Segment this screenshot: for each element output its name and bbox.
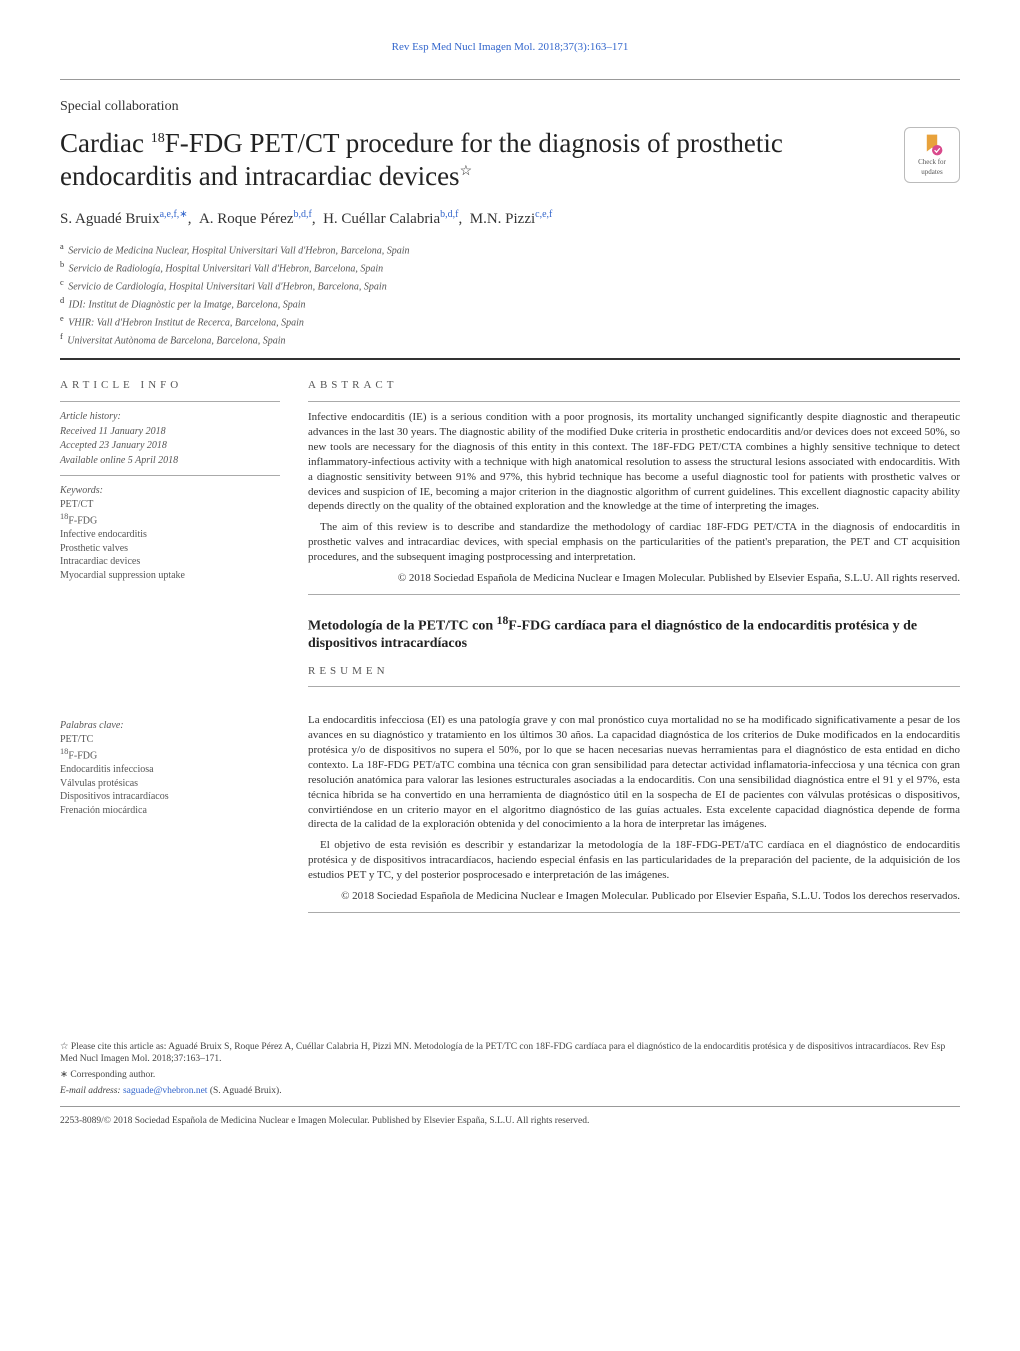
keywords-en: Keywords: PET/CT18F-FDGInfective endocar… (60, 484, 280, 582)
keyword: Myocardial suppression uptake (60, 569, 280, 583)
resumen-heading: resumen (308, 664, 960, 679)
keyword: Prosthetic valves (60, 542, 280, 556)
badge-line2: updates (921, 168, 942, 177)
email-label: E-mail address: (60, 1086, 121, 1096)
affiliation: d IDI: Institut de Diagnòstic per la Ima… (60, 295, 888, 312)
keyword: Dispositivos intracardíacos (60, 790, 280, 804)
abstract-en-p2: The aim of this review is to describe an… (308, 520, 960, 565)
affiliation: e VHIR: Vall d'Hebron Institut de Recerc… (60, 313, 888, 330)
section-rule-1 (60, 358, 960, 360)
info-abstract-row: article info Article history: Received 1… (60, 378, 960, 695)
resumen-body-col: La endocarditis infecciosa (EI) es una p… (308, 713, 960, 920)
resumen-rule-2 (308, 912, 960, 913)
resumen-rule (308, 686, 960, 687)
article-title: Cardiac 18F-FDG PET/CT procedure for the… (60, 127, 888, 195)
resumen-row: Palabras clave: PET/TC18F-FDGEndocarditi… (60, 713, 960, 920)
abstract-rule-2 (308, 594, 960, 595)
affiliation-sup: a (60, 242, 64, 251)
keyword: PET/CT (60, 498, 280, 512)
journal-reference: Rev Esp Med Nucl Imagen Mol. 2018;37(3):… (60, 40, 960, 55)
footnotes: ☆ Please cite this article as: Aguadé Br… (60, 1041, 960, 1128)
title-note-sup: ☆ (460, 164, 473, 179)
history-online: Available online 5 April 2018 (60, 454, 280, 468)
keywords-es-label: Palabras clave: (60, 719, 280, 733)
author: A. Roque Pérezb,d,f (199, 211, 312, 227)
keyword: PET/TC (60, 733, 280, 747)
abstract-en-copyright: © 2018 Sociedad Española de Medicina Nuc… (308, 571, 960, 586)
info-rule (60, 401, 280, 402)
keyword: Infective endocarditis (60, 528, 280, 542)
bookmark-check-icon (919, 132, 945, 158)
palabras-col: Palabras clave: PET/TC18F-FDGEndocarditi… (60, 713, 280, 920)
abstract-es-body: La endocarditis infecciosa (EI) es una p… (308, 713, 960, 903)
affiliation: f Universitat Autònoma de Barcelona, Bar… (60, 331, 888, 348)
header-row: Cardiac 18F-FDG PET/CT procedure for the… (60, 127, 960, 349)
affiliations-list: a Servicio de Medicina Nuclear, Hospital… (60, 241, 888, 347)
affiliation: c Servicio de Cardiología, Hospital Univ… (60, 277, 888, 294)
abstract-es-p1: La endocarditis infecciosa (EI) es una p… (308, 713, 960, 832)
authors-list: S. Aguadé Bruixa,e,f,∗, A. Roque Pérezb,… (60, 208, 888, 229)
article-info-heading: article info (60, 378, 280, 393)
affiliation-sup: c (60, 278, 64, 287)
footnote-corresp: ∗ Corresponding author. (60, 1069, 960, 1082)
history-label: Article history: (60, 410, 280, 424)
info-rule-2 (60, 475, 280, 476)
affiliation-sup: e (60, 314, 64, 323)
abstract-rule (308, 401, 960, 402)
keywords-es: Palabras clave: PET/TC18F-FDGEndocarditi… (60, 719, 280, 817)
abstract-es-p2: El objetivo de esta revisión es describi… (308, 838, 960, 883)
affiliation: b Servicio de Radiología, Hospital Unive… (60, 259, 888, 276)
email-link[interactable]: saguade@vhebron.net (123, 1086, 207, 1096)
keyword: 18F-FDG (60, 746, 280, 763)
title-es: Metodología de la PET/TC con 18F-FDG car… (308, 613, 960, 654)
author: M.N. Pizzic,e,f (470, 211, 553, 227)
abstract-en-body: Infective endocarditis (IE) is a serious… (308, 410, 960, 585)
email-name: (S. Aguadé Bruix). (210, 1086, 282, 1096)
abstract-en-p1: Infective endocarditis (IE) is a serious… (308, 410, 960, 514)
history-received: Received 11 January 2018 (60, 425, 280, 439)
keyword: Intracardiac devices (60, 555, 280, 569)
keyword: Endocarditis infecciosa (60, 763, 280, 777)
affiliation: a Servicio de Medicina Nuclear, Hospital… (60, 241, 888, 258)
top-rule (60, 79, 960, 80)
affiliation-sup: d (60, 296, 64, 305)
keyword: Válvulas protésicas (60, 777, 280, 791)
keyword: 18F-FDG (60, 511, 280, 528)
author: S. Aguadé Bruixa,e,f,∗ (60, 211, 188, 227)
footnote-email-line: E-mail address: saguade@vhebron.net (S. … (60, 1085, 960, 1098)
affiliation-sup: b (60, 260, 64, 269)
keyword: Frenación miocárdica (60, 804, 280, 818)
bottom-rule (60, 1106, 960, 1107)
author-aff-sup: a,e,f,∗ (160, 209, 188, 220)
affiliation-sup: f (60, 332, 63, 341)
abstract-col: abstract Infective endocarditis (IE) is … (308, 378, 960, 695)
history-accepted: Accepted 23 January 2018 (60, 439, 280, 453)
article-info-col: article info Article history: Received 1… (60, 378, 280, 695)
abstract-heading: abstract (308, 378, 960, 393)
article-history: Article history: Received 11 January 201… (60, 410, 280, 467)
keywords-en-label: Keywords: (60, 484, 280, 498)
title-text: Cardiac 18F-FDG PET/CT procedure for the… (60, 128, 783, 192)
abstract-es-copyright: © 2018 Sociedad Española de Medicina Nuc… (308, 889, 960, 904)
author: H. Cuéllar Calabriab,d,f (323, 211, 458, 227)
check-updates-badge[interactable]: Check for updates (904, 127, 960, 183)
footnote-cite: ☆ Please cite this article as: Aguadé Br… (60, 1041, 960, 1067)
badge-line1: Check for (918, 158, 946, 167)
author-aff-sup: b,d,f (294, 209, 312, 220)
title-block: Cardiac 18F-FDG PET/CT procedure for the… (60, 127, 904, 349)
author-aff-sup: b,d,f (440, 209, 458, 220)
issn-line: 2253-8089/© 2018 Sociedad Española de Me… (60, 1115, 960, 1128)
article-type: Special collaboration (60, 98, 960, 117)
author-aff-sup: c,e,f (535, 209, 552, 220)
